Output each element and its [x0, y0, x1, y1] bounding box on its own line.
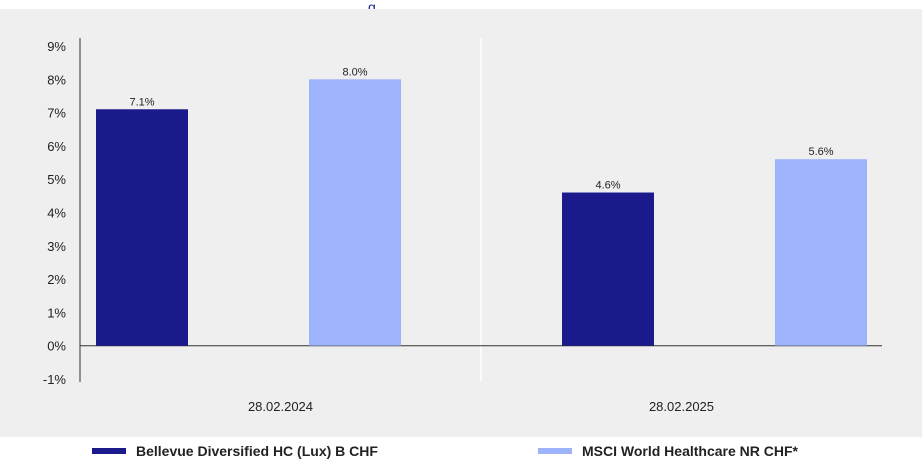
y-tick-label: 2% [47, 272, 66, 287]
legend-item-series1: Bellevue Diversified HC (Lux) B CHF [92, 443, 378, 459]
legend-label-series2: MSCI World Healthcare NR CHF* [582, 443, 798, 459]
plot-panel: 9% 8% 7% 6% 5% 4% 3% 2% 1% 0% -1% 7.1% 8.0% 28.02.202… [0, 9, 922, 437]
y-tick-label: 6% [47, 139, 66, 154]
bar-series1-28.02.2024 [96, 109, 188, 346]
legend: Bellevue Diversified HC (Lux) B CHF MSCI… [0, 437, 922, 463]
x-category-label: 28.02.2024 [248, 399, 313, 414]
legend-swatch-series1 [92, 448, 126, 454]
legend-item-series2: MSCI World Healthcare NR CHF* [538, 443, 798, 459]
y-tick-label: -1% [43, 372, 67, 387]
bar-series1-28.02.2025 [562, 192, 654, 346]
y-tick-label: 5% [47, 172, 66, 187]
legend-label-series1: Bellevue Diversified HC (Lux) B CHF [136, 443, 378, 459]
x-category-label: 28.02.2025 [649, 399, 714, 414]
y-tick-label: 8% [47, 72, 66, 87]
y-tick-label: 3% [47, 239, 66, 254]
y-tick-label: 1% [47, 305, 66, 320]
data-label: 8.0% [342, 66, 367, 78]
plot-area: 9% 8% 7% 6% 5% 4% 3% 2% 1% 0% -1% 7.1% 8.0% 28.02.202… [43, 38, 882, 414]
y-tick-label: 0% [47, 339, 66, 354]
y-tick-label: 9% [47, 39, 66, 54]
data-label: 4.6% [595, 180, 620, 192]
data-label: 5.6% [808, 146, 833, 158]
y-tick-label: 7% [47, 106, 66, 121]
bar-series2-28.02.2024 [309, 79, 401, 346]
data-label: 7.1% [129, 96, 154, 108]
legend-swatch-series2 [538, 448, 572, 454]
y-tick-label: 4% [47, 206, 66, 221]
bar-series2-28.02.2025 [775, 159, 867, 346]
chart-title-fragment: g [368, 0, 376, 10]
